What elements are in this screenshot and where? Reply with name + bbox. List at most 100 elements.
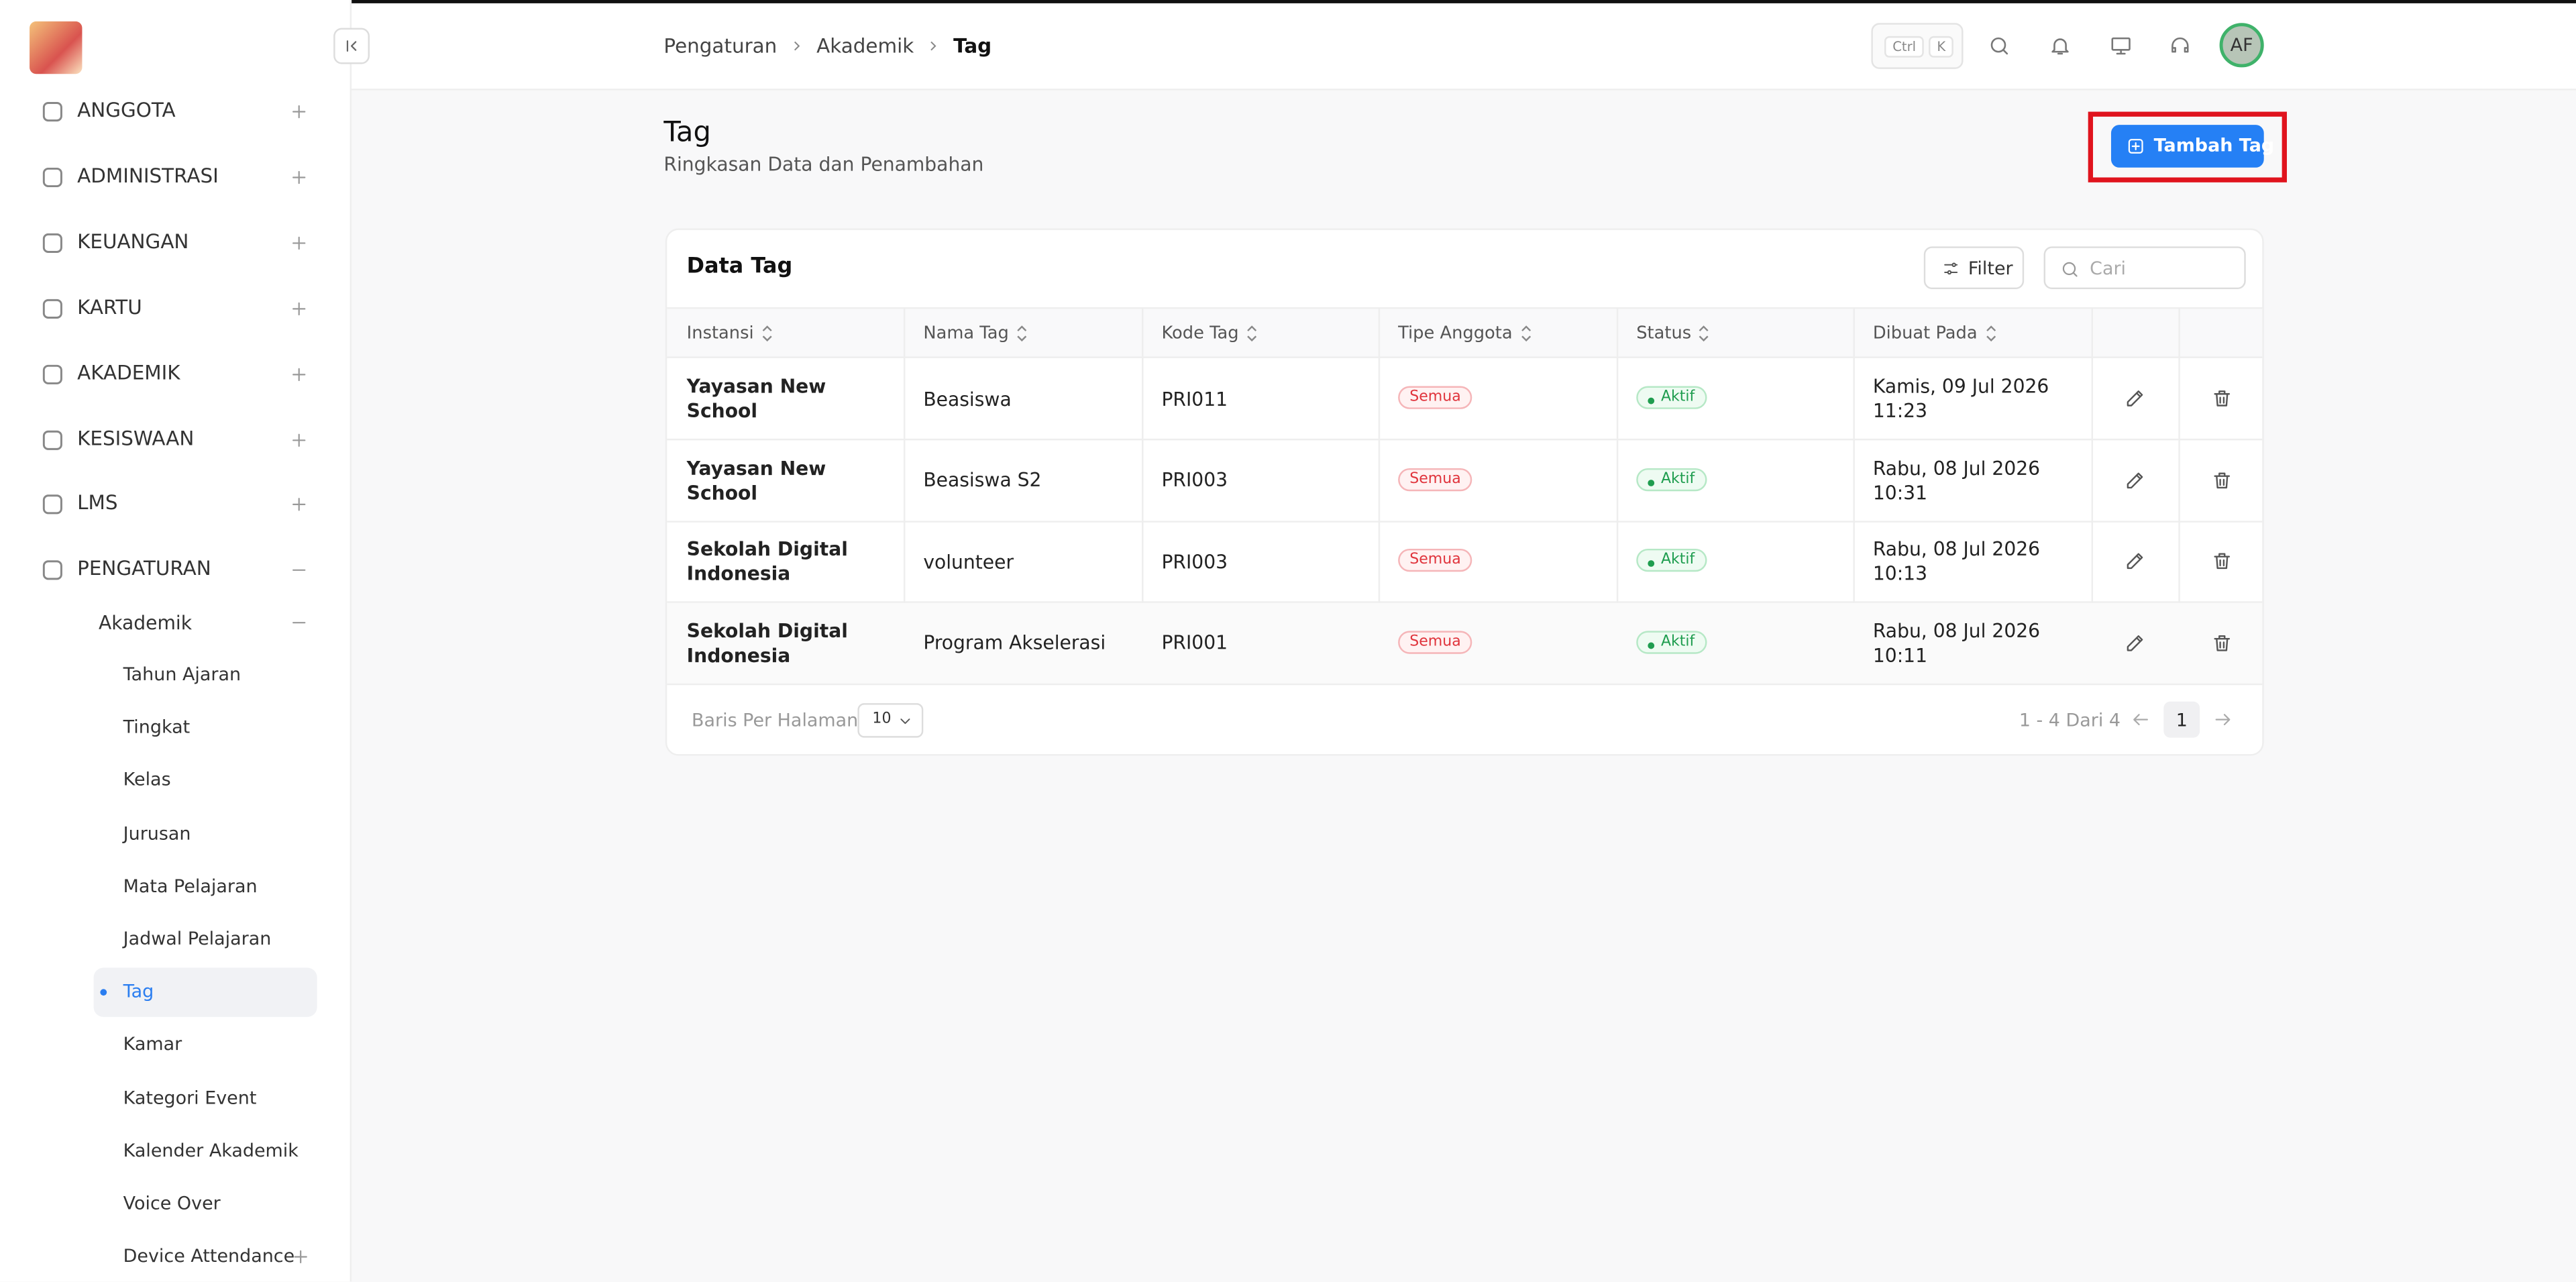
breadcrumb-item[interactable]: Pengaturan: [663, 34, 777, 58]
table-row: [667, 439, 2263, 522]
menu-icon: [40, 361, 66, 387]
submenu-item-label: Jadwal Pelajaran: [123, 928, 272, 950]
submenu-label: Akademik: [98, 611, 193, 635]
submenu-item-label: Mata Pelajaran: [123, 875, 258, 897]
menu-label: KARTU: [77, 295, 142, 319]
sort-icon[interactable]: [1016, 325, 1029, 342]
submenu-item[interactable]: Tingkat: [94, 704, 317, 753]
menu-item[interactable]: ANGGOTA: [33, 92, 315, 131]
menu-toggle: [289, 495, 309, 515]
prev-page[interactable]: [2131, 710, 2150, 729]
menu-toggle: [289, 102, 309, 121]
submenu-item[interactable]: Kelas: [94, 756, 317, 805]
submenu-item[interactable]: Tahun Ajaran: [94, 651, 317, 700]
status-badge: Aktif: [1636, 467, 1707, 491]
edit-button[interactable]: [2125, 551, 2146, 572]
menu-toggle: [289, 561, 309, 580]
search-icon[interactable]: [1988, 34, 2010, 57]
menu-item[interactable]: KESISWAAN: [33, 420, 315, 460]
filter-label: Filter: [1968, 258, 2013, 280]
submenu-item-label: Tingkat: [123, 716, 191, 739]
column-header[interactable]: Tipe Anggota: [1398, 323, 1532, 343]
notification-icon[interactable]: [2049, 34, 2072, 57]
submenu-item[interactable]: Device Attendance: [94, 1232, 317, 1281]
column-divider: [903, 307, 906, 684]
submenu-item[interactable]: Kamar: [94, 1021, 317, 1070]
menu-icon: [40, 99, 66, 125]
rows-per-page-label: Baris Per Halaman: [692, 709, 859, 731]
type-badge: Semua: [1398, 630, 1472, 654]
submenu-item[interactable]: Jurusan: [94, 809, 317, 858]
submenu[interactable]: Akademik: [85, 603, 315, 643]
delete-button[interactable]: [2211, 469, 2233, 490]
submenu-item[interactable]: Tag: [93, 967, 317, 1018]
table-title: Data Tag: [686, 254, 793, 280]
column-divider: [1378, 307, 1381, 684]
add-button-label: Tambah Tag: [2153, 134, 2275, 156]
delete-button[interactable]: [2211, 388, 2233, 409]
rows-per-page-select[interactable]: 10: [857, 703, 924, 738]
menu-toggle: [289, 168, 309, 187]
cell: Beasiswa S2: [923, 468, 1042, 492]
sort-icon[interactable]: [1698, 325, 1711, 342]
submenu-item[interactable]: Voice Over: [94, 1179, 317, 1228]
sort-icon[interactable]: [1245, 325, 1258, 342]
menu-item[interactable]: LMS: [33, 485, 315, 525]
collapse-button[interactable]: [333, 28, 370, 64]
menu-item[interactable]: PENGATURAN: [33, 551, 315, 590]
page-range: 1 - 4 Dari 4: [2019, 709, 2121, 731]
sort-icon[interactable]: [760, 325, 773, 342]
support-icon[interactable]: [2169, 34, 2192, 57]
submenu-item[interactable]: Jadwal Pelajaran: [94, 915, 317, 964]
menu-item[interactable]: KARTU: [33, 288, 315, 328]
delete-button[interactable]: [2211, 551, 2233, 572]
menu-label: PENGATURAN: [77, 557, 211, 581]
next-page[interactable]: [2213, 710, 2233, 729]
filter-button[interactable]: Filter: [1923, 246, 2025, 290]
monitor-icon[interactable]: [2110, 34, 2133, 57]
search-input[interactable]: Cari: [2043, 246, 2246, 290]
breadcrumb-item[interactable]: Akademik: [816, 34, 914, 58]
delete-button[interactable]: [2211, 632, 2233, 653]
column-header[interactable]: Nama Tag: [923, 323, 1028, 343]
column-divider: [1853, 307, 1855, 684]
sort-icon[interactable]: [1519, 325, 1532, 342]
menu-item[interactable]: KEUANGAN: [33, 223, 315, 263]
edit-button[interactable]: [2125, 632, 2146, 653]
column-divider: [1616, 307, 1619, 684]
type-badge: Semua: [1398, 386, 1472, 409]
current-page[interactable]: 1: [2163, 701, 2200, 738]
add-icon: [2126, 136, 2145, 156]
cell: Rabu, 08 Jul 2026 10:31: [1872, 456, 2041, 504]
column-header[interactable]: Status: [1636, 323, 1711, 343]
status-dot: [1648, 642, 1655, 649]
menu-toggle: [289, 299, 309, 318]
breadcrumb: Pengaturan Akademik Tag: [663, 33, 991, 59]
column-divider: [2178, 307, 2180, 684]
submenu-item-label: Kategori Event: [123, 1087, 257, 1109]
status-dot: [1648, 479, 1655, 486]
menu-icon: [40, 164, 66, 191]
key: K: [1929, 36, 1954, 58]
submenu-item[interactable]: Kategori Event: [94, 1074, 317, 1123]
submenu-item-label: Voice Over: [123, 1192, 221, 1214]
column-header[interactable]: Kode Tag: [1161, 323, 1258, 343]
column-label: Tipe Anggota: [1398, 323, 1513, 343]
breadcrumb-sep: [925, 38, 941, 54]
submenu-item[interactable]: Kalender Akademik: [94, 1127, 317, 1176]
column-header[interactable]: Dibuat Pada: [1873, 323, 1997, 343]
avatar[interactable]: AF: [2219, 23, 2264, 68]
column-header[interactable]: Instansi: [687, 323, 773, 343]
edit-button[interactable]: [2125, 469, 2146, 490]
add-button[interactable]: Tambah Tag: [2110, 125, 2274, 168]
cell: volunteer: [923, 549, 1014, 573]
edit-button[interactable]: [2125, 388, 2146, 409]
search-shortcut[interactable]: Ctrl K: [1871, 23, 1964, 69]
page-title: Tag: [663, 116, 711, 150]
submenu-item[interactable]: Mata Pelajaran: [94, 862, 317, 911]
table-row: [667, 358, 2263, 441]
cell: Rabu, 08 Jul 2026 10:13: [1872, 537, 2041, 586]
menu-item[interactable]: AKADEMIK: [33, 354, 315, 394]
sort-icon[interactable]: [1984, 325, 1997, 342]
menu-item[interactable]: ADMINISTRASI: [33, 158, 315, 197]
